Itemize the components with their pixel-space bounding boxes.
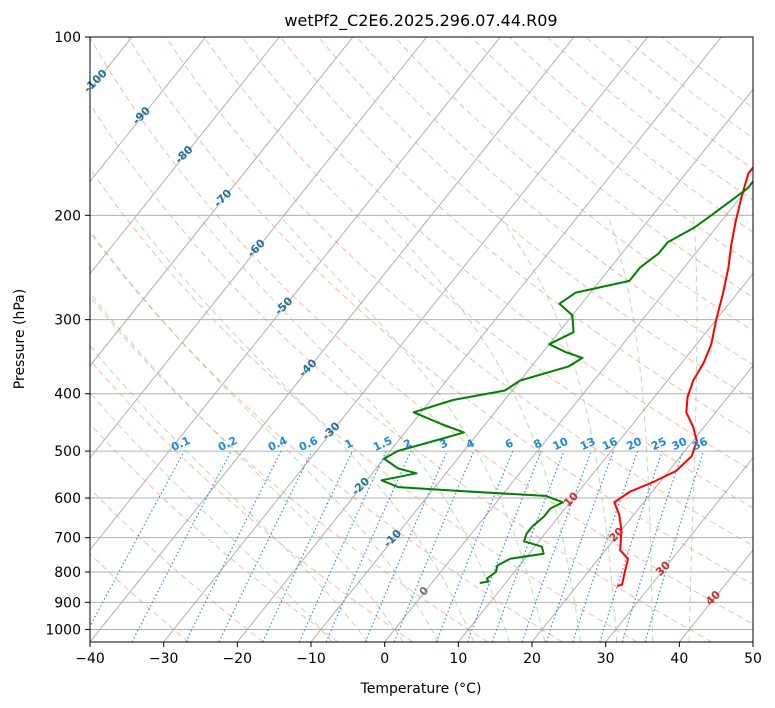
x-tick-label: −20: [223, 651, 253, 667]
isotherm-line: [163, 37, 649, 642]
x-tick-label: −10: [296, 651, 326, 667]
dry-adiabat-line: [90, 295, 488, 642]
mixing-ratio-line: [393, 450, 475, 642]
y-tick-label: 1000: [45, 622, 81, 638]
dry-adiabat-line: [90, 231, 563, 642]
y-tick-label: 300: [54, 313, 81, 329]
moist-adiabat-line: [688, 215, 698, 642]
y-axis-label: Pressure (hPa): [12, 289, 28, 389]
x-axis-label: Temperature (°C): [360, 681, 482, 697]
y-tick-label: 600: [54, 491, 81, 507]
mixing-ratio-line: [621, 450, 684, 642]
y-tick-label: 700: [54, 531, 81, 547]
mixing-ratio-label: 10: [551, 435, 571, 453]
isotherm-line: [90, 37, 280, 275]
y-tick-label: 500: [54, 444, 81, 460]
mixing-ratio-line: [90, 450, 185, 628]
mixing-ratio-line: [521, 450, 592, 642]
mixing-ratio-line: [466, 450, 542, 642]
dry-adiabat-line: [318, 37, 753, 401]
isotherm-line: [90, 37, 575, 642]
isotherm-line: [531, 365, 753, 642]
y-tick-label: 200: [54, 208, 81, 224]
x-tick-label: 20: [523, 651, 541, 667]
x-tick-label: 0: [380, 651, 389, 667]
moist-adiabat-line: [132, 214, 475, 642]
moist-adiabat-line: [90, 345, 369, 642]
dry-adiabat-line: [90, 103, 712, 642]
moist-adiabat-line: [90, 229, 439, 642]
mixing-ratio-line: [545, 450, 614, 642]
mixing-ratio-label: 13: [578, 435, 597, 453]
isotherm-line: [457, 272, 753, 642]
isotherm-line: [605, 457, 753, 642]
temperature-profile-line: [613, 166, 753, 588]
y-tick-label: 800: [54, 565, 81, 581]
mixing-ratio-line: [185, 450, 282, 642]
mixing-ratio-line: [644, 450, 705, 642]
x-tick-label: 40: [670, 651, 688, 667]
y-tick-label: 900: [54, 595, 81, 611]
x-axis-ticks: −40 −30 −20 −10 0 10 20 30 40 50: [75, 642, 762, 667]
profile-series: [380, 166, 753, 588]
isotherm-line: [90, 37, 501, 551]
mixing-ratio-label: 30: [670, 435, 690, 453]
dry-adiabat-line: [203, 37, 753, 509]
chart-title: wetPf2_C2E6.2025.296.07.44.R09: [284, 11, 557, 31]
moist-adiabat-line: [607, 215, 654, 642]
mixing-ratio-label: 25: [649, 435, 668, 453]
dewpoint-profile-line: [380, 179, 753, 584]
x-tick-label: 30: [597, 651, 615, 667]
y-axis-ticks: 100 200 300 400 500 600 700 800 900 1000: [45, 30, 90, 638]
moist-adiabat-line: [90, 392, 333, 642]
x-tick-label: 50: [744, 651, 762, 667]
dry-adiabat-line: [90, 423, 339, 642]
mixing-ratio-line: [491, 450, 565, 642]
dry-adiabat-line: [90, 359, 414, 642]
x-tick-label: 10: [449, 651, 467, 667]
mixing-ratio-line: [572, 450, 639, 642]
isotherm-line: [90, 37, 428, 459]
mixing-ratio-line: [435, 450, 514, 642]
moist-adiabat-line: [90, 292, 404, 642]
y-tick-label: 400: [54, 387, 81, 403]
x-tick-label: −30: [149, 651, 179, 667]
mixing-ratio-label: 16: [600, 435, 620, 453]
reference-lines: [90, 37, 753, 642]
moist-adiabat-line: [278, 214, 546, 642]
dry-adiabat-line: [90, 37, 753, 625]
plot-frame: [89, 36, 754, 643]
isotherm-line: [90, 37, 354, 367]
mixing-ratio-label: 20: [624, 435, 644, 453]
mixing-ratio-line: [364, 450, 448, 642]
isotherm-line: [384, 180, 753, 642]
mixing-ratio-line: [325, 450, 412, 642]
isotherm-line: [236, 37, 722, 642]
isotherm-line: [90, 37, 207, 183]
dry-adiabat-line: [394, 37, 753, 332]
mixing-ratio-line: [599, 450, 663, 642]
mixing-ratio-label: 36: [690, 435, 710, 453]
y-tick-label: 100: [54, 30, 81, 46]
dry-adiabat-line: [165, 37, 753, 547]
dry-adiabat-line: [90, 553, 190, 642]
dry-adiabat-line: [127, 37, 753, 586]
x-tick-label: −40: [75, 651, 105, 667]
moist-adiabat-line: [380, 214, 582, 642]
